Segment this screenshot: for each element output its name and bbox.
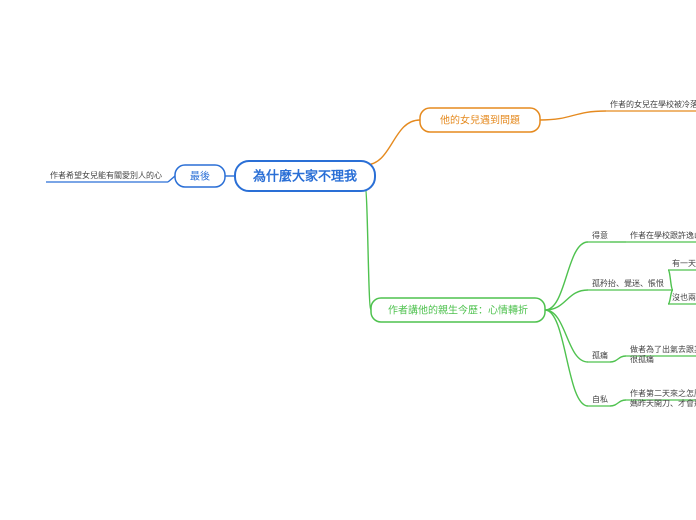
node-label: 他的女兒遇到問題 [440, 114, 520, 127]
edge [668, 270, 673, 290]
node-label: 作者講他的親生今歷：心情轉折 [388, 304, 528, 317]
leaf-label: 媽昨天開刀、才會那麼不開心 [630, 398, 696, 408]
edge [365, 120, 420, 165]
leaf-label: 作者第二天來之怎麼同事、許逸 [630, 388, 696, 398]
sub-label: 孤矜抬、覺迷、悵恨 [592, 278, 664, 288]
sub-label: 孤痛 [592, 350, 608, 360]
edge [610, 356, 626, 362]
leaf-label: 有一天作者拿野通 [672, 258, 696, 268]
edge [545, 310, 588, 362]
edge [168, 176, 175, 182]
node-label: 為什麼大家不理我 [253, 168, 357, 183]
edge [365, 187, 371, 310]
leaf-label: 很孤痛 [630, 354, 654, 364]
mindmap-canvas: 作者希望女兒能有關愛別人的心得意 作者在學校跟許逸山卻合惡色打孤矜抬、覺迷、悵恨有… [0, 0, 696, 520]
edge [610, 400, 626, 406]
leaf-label: 做者為了出氣去跟其他同學說話， [630, 344, 696, 354]
leaf-label: 作者在學校跟許逸山卻合惡色打 [630, 230, 696, 240]
node-label: 最後 [190, 170, 210, 183]
edge [540, 111, 606, 120]
leaf-label: 沒也兩個他風痛 [672, 292, 696, 302]
edge [545, 310, 588, 406]
leaf-label: 作者希望女兒能有關愛別人的心 [50, 170, 162, 180]
sub-label: 自私 [592, 394, 608, 404]
sub-label: 得意 [592, 230, 608, 240]
leaf-label: 作者的女兒在學校被冷落了 [610, 99, 696, 109]
